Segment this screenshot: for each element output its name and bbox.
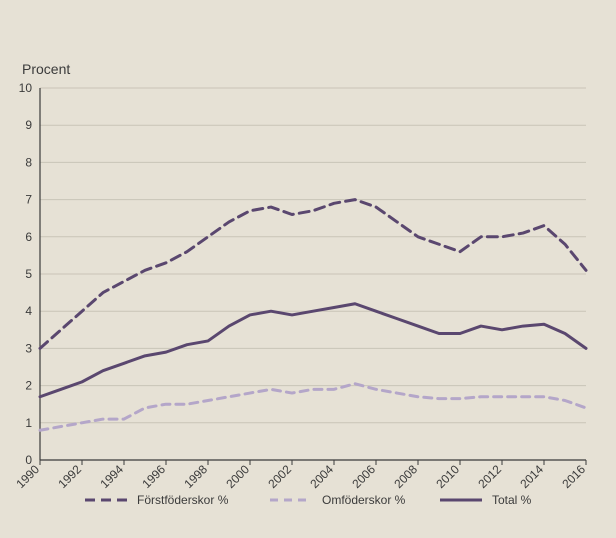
- legend-label: Total %: [492, 493, 532, 507]
- y-tick-label: 4: [25, 304, 32, 318]
- y-tick-label: 7: [25, 193, 32, 207]
- y-tick-label: 6: [25, 230, 32, 244]
- y-tick-label: 9: [25, 118, 32, 132]
- y-tick-label: 8: [25, 155, 32, 169]
- line-chart: 0123456789101990199219941996199820002002…: [0, 0, 616, 538]
- y-tick-label: 10: [19, 81, 33, 95]
- y-axis-title: Procent: [22, 61, 70, 77]
- y-tick-label: 2: [25, 379, 32, 393]
- legend-label: Förstföderskor %: [137, 493, 229, 507]
- legend-label: Omföderskor %: [322, 493, 406, 507]
- y-tick-label: 3: [25, 341, 32, 355]
- y-tick-label: 5: [25, 267, 32, 281]
- y-tick-label: 1: [25, 416, 32, 430]
